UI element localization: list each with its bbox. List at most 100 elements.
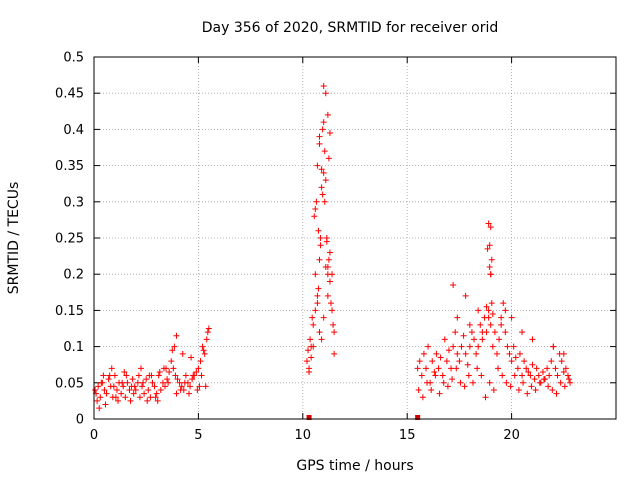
data-point	[154, 397, 161, 404]
data-point	[313, 198, 320, 205]
data-point	[179, 350, 186, 357]
data-point	[120, 383, 127, 390]
data-point	[439, 372, 446, 379]
data-point	[170, 365, 177, 372]
data-point	[524, 390, 531, 397]
data-point	[420, 350, 427, 357]
data-point	[196, 383, 203, 390]
data-point	[445, 347, 452, 354]
data-point	[324, 292, 331, 299]
data-point	[189, 376, 196, 383]
data-point	[444, 383, 451, 390]
y-tick-label: 0.4	[63, 123, 84, 138]
data-point	[432, 372, 439, 379]
data-point	[443, 358, 450, 365]
axis-marker	[306, 415, 312, 420]
data-point	[502, 329, 509, 336]
data-point	[523, 365, 530, 372]
data-point	[168, 358, 175, 365]
data-point	[560, 368, 567, 375]
data-point	[325, 256, 332, 263]
data-point	[121, 368, 128, 375]
data-point	[558, 358, 565, 365]
data-point	[188, 354, 195, 361]
data-point	[202, 383, 209, 390]
data-point	[312, 271, 319, 278]
data-points	[92, 82, 574, 412]
data-point	[195, 365, 202, 372]
data-point	[450, 282, 457, 289]
data-point	[546, 372, 553, 379]
data-point	[172, 372, 179, 379]
data-point	[119, 379, 126, 386]
data-point	[187, 383, 194, 390]
data-point	[122, 394, 129, 401]
data-point	[131, 383, 138, 390]
data-point	[182, 372, 189, 379]
data-point	[516, 350, 523, 357]
data-point	[311, 213, 318, 220]
data-point	[550, 343, 557, 350]
data-point	[112, 394, 119, 401]
data-point	[453, 365, 460, 372]
y-tick-label: 0.45	[55, 87, 84, 102]
data-point	[448, 365, 455, 372]
data-point	[493, 350, 500, 357]
data-point	[312, 206, 319, 213]
data-point	[428, 387, 435, 394]
data-point	[173, 332, 180, 339]
data-point	[465, 372, 472, 379]
data-point	[416, 358, 423, 365]
data-point	[415, 387, 422, 394]
data-point	[130, 390, 137, 397]
data-point	[329, 271, 336, 278]
data-point	[510, 343, 517, 350]
data-point	[129, 376, 136, 383]
data-point	[482, 394, 489, 401]
data-point	[324, 111, 331, 118]
y-tick-label: 0.5	[63, 51, 84, 66]
y-tick-label: 0.05	[55, 376, 84, 391]
data-point	[141, 390, 148, 397]
data-point	[468, 329, 475, 336]
data-point	[166, 368, 173, 375]
data-point	[504, 343, 511, 350]
data-point	[512, 354, 519, 361]
data-point	[479, 329, 486, 336]
data-point	[320, 82, 327, 89]
data-point	[326, 278, 333, 285]
data-point	[314, 300, 321, 307]
data-point	[566, 376, 573, 383]
data-point	[174, 376, 181, 383]
data-point	[469, 379, 476, 386]
data-point	[457, 379, 464, 386]
data-point	[466, 321, 473, 328]
data-point	[200, 347, 207, 354]
data-point	[462, 292, 469, 299]
data-point	[326, 130, 333, 137]
data-point	[488, 256, 495, 263]
data-point	[197, 358, 204, 365]
data-point	[508, 314, 515, 321]
axis-marker	[415, 415, 421, 420]
data-point	[554, 372, 561, 379]
data-point	[424, 379, 431, 386]
data-point	[502, 307, 509, 314]
data-point	[101, 387, 108, 394]
data-point	[458, 343, 465, 350]
data-point	[486, 242, 493, 249]
data-point	[557, 379, 564, 386]
data-point	[318, 184, 325, 191]
data-point	[489, 343, 496, 350]
data-point	[498, 314, 505, 321]
data-point	[487, 271, 494, 278]
data-point	[521, 358, 528, 365]
data-point	[552, 365, 559, 372]
data-point	[429, 358, 436, 365]
data-point	[474, 365, 481, 372]
data-point	[318, 166, 325, 173]
data-point	[303, 358, 310, 365]
y-tick-label: 0.1	[63, 340, 84, 355]
x-tick-label: 5	[194, 428, 202, 443]
data-point	[414, 365, 421, 372]
